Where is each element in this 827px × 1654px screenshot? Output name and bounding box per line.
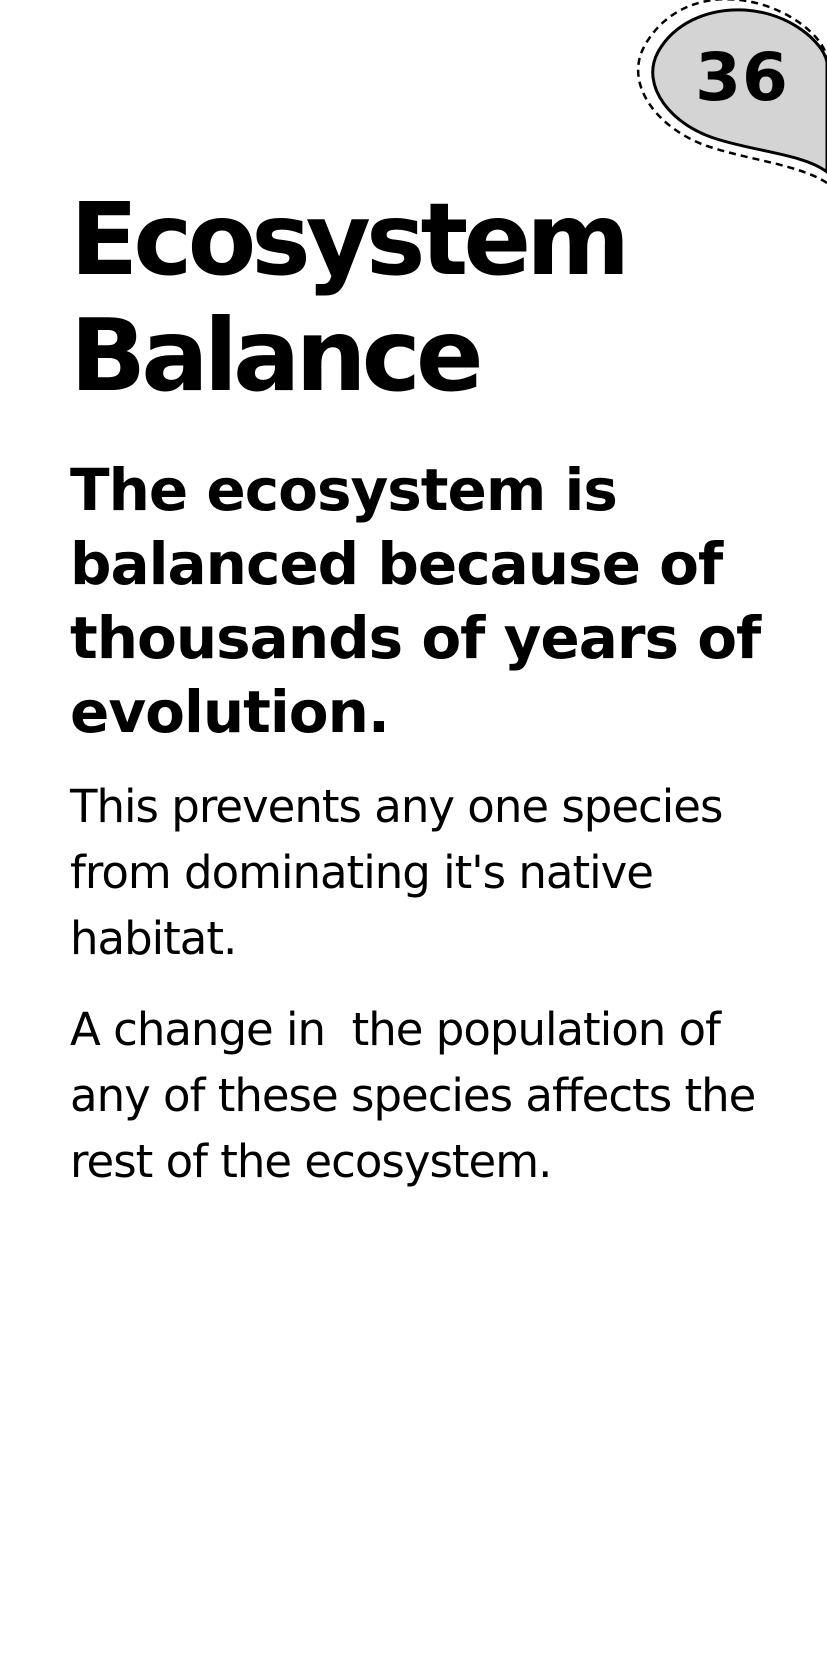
body-paragraph: A change in the population of any of the… (70, 1003, 769, 1188)
page-subtitle: The ecosystem is balanced because of tho… (70, 456, 761, 746)
speech-bubble-icon (636, 0, 827, 185)
page-number: 36 (695, 39, 789, 116)
body-paragraph: This prevents any one species from domin… (70, 780, 723, 965)
badge-shape (651, 8, 827, 174)
page-title: Ecosystem Balance (70, 181, 630, 414)
page-number-badge: 36 (636, 0, 827, 185)
